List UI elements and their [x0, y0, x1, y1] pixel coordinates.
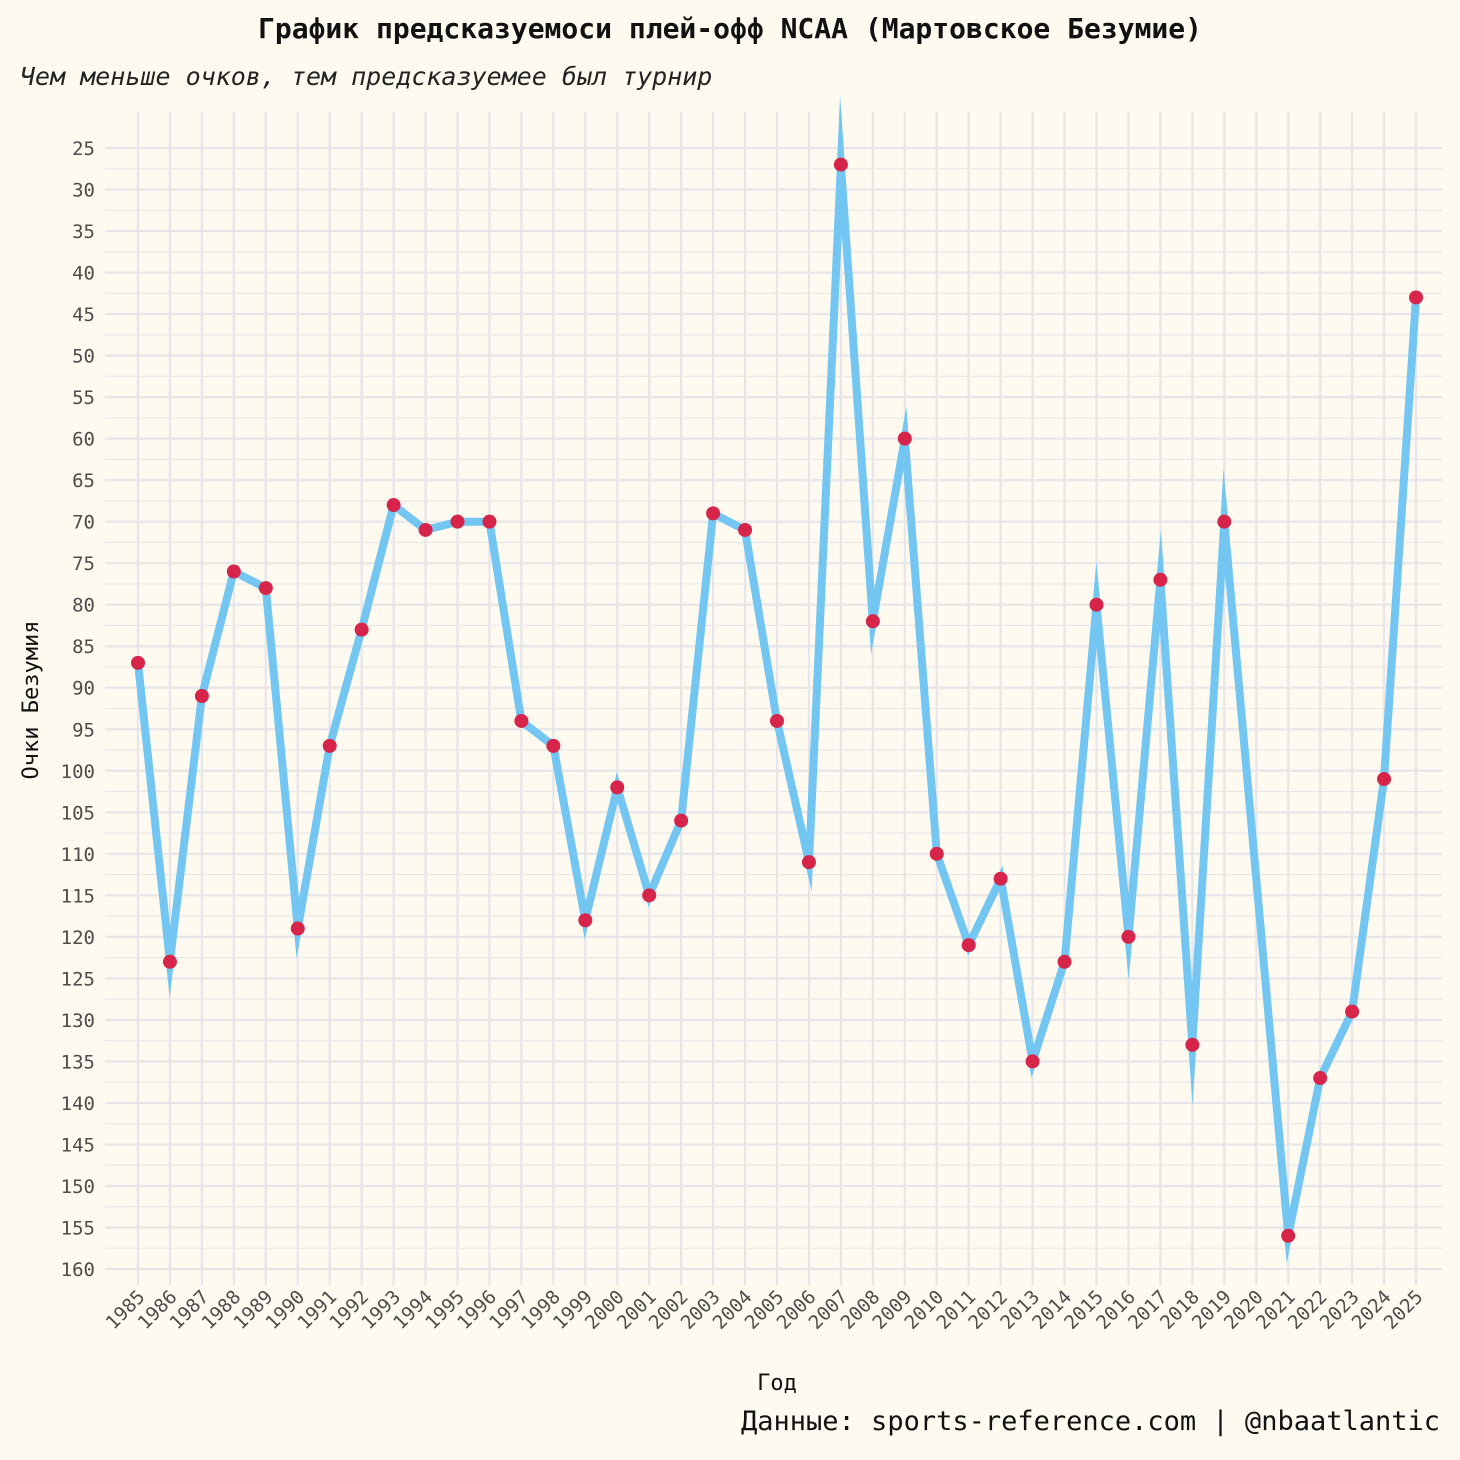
- data-point: [418, 522, 433, 537]
- y-tick-label: 40: [72, 263, 95, 285]
- chart-subtitle: Чем меньше очков, тем предсказуемее был …: [20, 62, 713, 91]
- data-point: [1089, 597, 1104, 612]
- y-tick-label: 90: [72, 678, 95, 700]
- y-tick-label: 35: [72, 221, 95, 243]
- data-point: [1185, 1037, 1200, 1052]
- y-tick-label: 150: [61, 1176, 95, 1198]
- data-point: [610, 780, 625, 795]
- data-point: [1313, 1071, 1328, 1086]
- y-tick-label: 30: [72, 180, 95, 202]
- y-tick-label: 45: [72, 304, 95, 326]
- data-point: [770, 713, 784, 728]
- data-point: [354, 622, 369, 637]
- y-tick-label: 135: [61, 1051, 95, 1073]
- data-point: [386, 498, 401, 513]
- y-tick-label: 160: [61, 1259, 95, 1281]
- y-tick-label: 120: [61, 927, 95, 949]
- y-tick-label: 65: [72, 470, 95, 492]
- y-tick-label: 140: [61, 1093, 95, 1115]
- data-point: [1377, 772, 1392, 787]
- chart-title: График предсказуемоси плей-офф NCAA (Мар…: [257, 12, 1202, 45]
- data-point: [1025, 1054, 1040, 1069]
- data-point: [226, 564, 241, 579]
- y-tick-label: 125: [61, 968, 95, 990]
- data-point: [514, 713, 529, 728]
- data-point: [1281, 1228, 1296, 1243]
- data-source-caption: Данные: sports-reference.com | @nbaatlan…: [741, 1406, 1440, 1437]
- data-point: [929, 846, 944, 861]
- data-point: [1345, 1004, 1360, 1019]
- data-point: [194, 689, 209, 704]
- y-tick-label: 95: [72, 719, 95, 741]
- y-tick-label: 25: [72, 138, 95, 160]
- data-point: [482, 514, 497, 529]
- y-tick-label: 155: [61, 1217, 95, 1239]
- y-tick-label: 130: [61, 1010, 95, 1032]
- y-tick-label: 70: [72, 512, 95, 534]
- data-point: [738, 522, 753, 537]
- y-tick-label: 50: [72, 346, 95, 368]
- data-point: [131, 655, 145, 670]
- series-line: [134, 95, 1420, 1264]
- y-tick-label: 85: [72, 636, 95, 658]
- data-point: [897, 431, 912, 446]
- data-point: [290, 921, 305, 936]
- y-tick-label: 75: [72, 553, 95, 575]
- data-point: [162, 954, 177, 969]
- y-tick-label: 115: [61, 885, 95, 907]
- y-tick-label: 105: [61, 802, 95, 824]
- data-point: [1121, 929, 1136, 944]
- y-tick-labels: 25 30 35 40 45 50 55 60 65 70 75 80 85 90 95 100 105 110 1…: [61, 138, 95, 1281]
- data-point: [1217, 514, 1232, 529]
- data-point: [674, 813, 689, 828]
- data-point: [961, 938, 976, 953]
- data-point: [578, 913, 593, 928]
- data-point: [546, 738, 561, 753]
- y-tick-label: 80: [72, 595, 95, 617]
- x-tick-labels: 1985198619871988198919901991199219931994…: [102, 1286, 1428, 1334]
- y-tick-label: 110: [61, 844, 95, 866]
- data-point: [258, 581, 273, 596]
- series-layer: [134, 95, 1420, 1264]
- data-point: [642, 888, 657, 903]
- data-point: [801, 855, 816, 870]
- data-point: [993, 871, 1008, 886]
- data-point: [322, 738, 337, 753]
- data-point: [833, 157, 848, 172]
- data-point: [1409, 290, 1423, 305]
- data-point: [706, 506, 721, 521]
- y-tick-label: 55: [72, 387, 95, 409]
- x-axis-title: Год: [757, 1371, 797, 1396]
- y-axis-title: Очки Безумия: [19, 621, 44, 780]
- data-point: [865, 614, 880, 629]
- data-point: [1153, 572, 1168, 587]
- data-point: [450, 514, 465, 529]
- data-point: [1057, 954, 1072, 969]
- y-tick-label: 60: [72, 429, 95, 451]
- y-tick-label: 145: [61, 1134, 95, 1156]
- y-tick-label: 100: [61, 761, 95, 783]
- points-layer: [131, 157, 1423, 1243]
